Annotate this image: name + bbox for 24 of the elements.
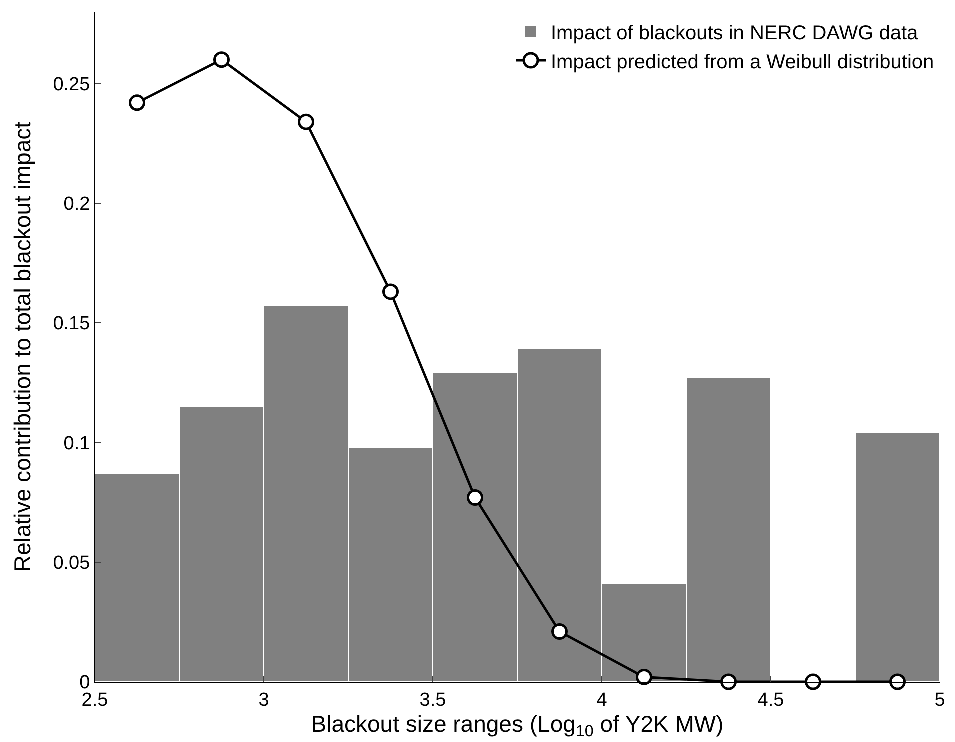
legend-label: Impact predicted from a Weibull distribution — [551, 51, 934, 74]
point — [805, 674, 822, 690]
y-tick-label: 0.2 — [64, 194, 90, 216]
x-axis-title: Blackout size ranges (Log$_{10}$ of Y2K MW) — [311, 710, 724, 741]
y-axis-title: Relative contribution to total blackout impact — [10, 121, 36, 572]
point — [467, 490, 484, 506]
y-tick-label: 0.15 — [53, 314, 90, 335]
point — [890, 674, 906, 690]
point — [636, 668, 652, 686]
point — [552, 624, 568, 640]
x-tick-label: 4.5 — [758, 690, 784, 711]
point — [382, 284, 399, 300]
y-tick-label: 0.05 — [53, 553, 90, 574]
point — [214, 52, 230, 68]
x-tick-label: 5 — [934, 690, 946, 711]
legend-label: Impact of blackouts in NERC DAWG data — [551, 22, 920, 44]
x-tick-label: 4 — [596, 690, 608, 711]
point — [129, 94, 146, 112]
y-tick-label: 0.1 — [64, 433, 90, 454]
point — [720, 674, 737, 690]
y-tick-label: 0.25 — [53, 74, 90, 96]
x-tick-label: 3.5 — [420, 690, 446, 711]
point — [298, 114, 314, 130]
x-tick-label: 3 — [258, 690, 270, 711]
